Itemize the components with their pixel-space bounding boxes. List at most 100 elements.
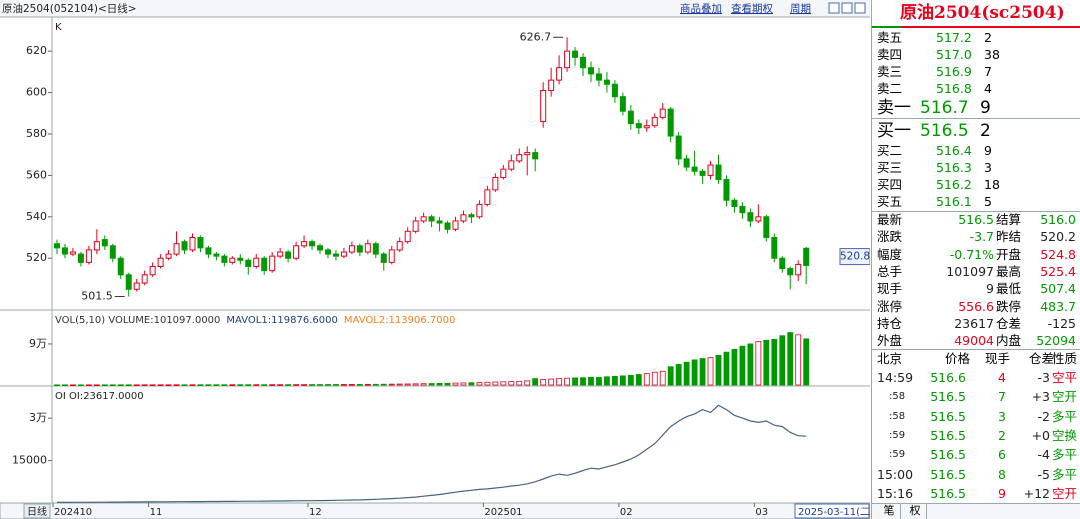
volume-bar — [253, 384, 260, 386]
icon[interactable] — [854, 2, 866, 14]
stat-label: 持仓 — [877, 315, 903, 331]
tick-cell: 多平 — [1052, 466, 1078, 482]
book-label: 卖一 — [877, 98, 911, 118]
volume-bar — [803, 338, 810, 386]
menu-link[interactable]: 周期 — [790, 3, 811, 15]
volume-bar — [237, 384, 244, 386]
tick-cell: 516.5 — [930, 389, 966, 405]
tick-cell: 7 — [998, 389, 1006, 405]
book-price: 517.0 — [936, 47, 972, 62]
menu-link[interactable]: 商品叠加 — [680, 2, 722, 15]
volume-bar — [755, 341, 762, 386]
volume-bar — [181, 384, 188, 386]
volume-bar — [508, 381, 515, 386]
candle-body — [157, 257, 164, 268]
candle-body — [372, 243, 379, 255]
volume-bar — [333, 384, 339, 386]
volume-bar — [699, 358, 706, 386]
candle-body — [572, 50, 579, 58]
tick-cell: +3 — [1031, 389, 1050, 405]
tab[interactable]: 笔 — [878, 503, 901, 519]
tab-bar — [872, 503, 1080, 519]
date-box — [794, 503, 870, 519]
volume-bar — [54, 384, 60, 387]
book-label: 买一 — [877, 121, 911, 141]
volume-bar — [173, 384, 180, 386]
candle-body — [77, 253, 84, 263]
volume-bar — [635, 374, 642, 386]
volume-bar — [588, 376, 594, 386]
volume-bar — [404, 383, 411, 386]
candle-body — [317, 245, 324, 251]
volume-bar — [604, 376, 610, 386]
tab[interactable]: 权 — [904, 503, 927, 519]
price-annotation: 501.5 — [81, 290, 113, 303]
x-tick-label: 202410 — [54, 507, 92, 518]
toolbar-icons[interactable] — [828, 2, 866, 14]
candle-body — [444, 222, 451, 230]
tick-cell: 516.5 — [930, 447, 966, 463]
divider — [872, 211, 1080, 212]
tick-cell: 516.5 — [930, 485, 966, 501]
tick-cell: -2 — [1037, 408, 1050, 424]
candle-body — [763, 216, 770, 239]
volume-bar — [317, 384, 323, 386]
book-label: 买四 — [877, 177, 903, 192]
panel-title: K — [55, 22, 62, 33]
quote-title: 原油2504(sc2504) — [900, 3, 1065, 23]
tick-cell: 4 — [998, 370, 1006, 385]
tick-cell: 15:00 — [877, 466, 914, 482]
volume-bar — [771, 338, 778, 386]
volume-bar — [564, 377, 570, 386]
candle-body — [149, 266, 156, 276]
y-tick-label: 520 — [26, 251, 47, 264]
tick-cell: 空平 — [1052, 370, 1078, 385]
candle-body — [595, 73, 602, 81]
stat-label: 跌停 — [996, 298, 1022, 314]
candle-body — [667, 108, 674, 137]
menu-link[interactable]: 查看期权 — [731, 2, 773, 15]
candle-body — [532, 152, 539, 160]
candle-body — [731, 199, 738, 207]
stat-value: 49004 — [954, 333, 994, 349]
stat-value: 525.4 — [1040, 263, 1076, 279]
candle-body — [388, 249, 395, 263]
tick-cell: :59 — [889, 449, 906, 461]
stat-value: 524.8 — [1040, 246, 1076, 262]
candle-body — [524, 152, 531, 156]
book-label: 卖三 — [877, 64, 903, 79]
stat-label: 昨结 — [996, 229, 1022, 245]
candle-body — [699, 170, 706, 176]
x-axis-bar — [0, 502, 870, 519]
candle-body — [635, 123, 642, 129]
icon[interactable] — [841, 2, 853, 14]
candle-body — [109, 245, 116, 259]
candle-body — [747, 212, 754, 222]
panel-title: VOL(5,10) VOLUME:101097.0000 MAVOL1:11987… — [55, 315, 455, 326]
panel-title-part: MAVOL1:119876.6000 — [226, 315, 337, 326]
volume-bar — [444, 382, 451, 386]
period-label: 日线 — [27, 505, 47, 518]
stat-label: 涨停 — [877, 298, 903, 314]
volume-bar — [197, 384, 204, 386]
y-tick-label: 3万 — [29, 411, 47, 424]
volume-bar — [189, 384, 196, 386]
book-volume: 38 — [984, 47, 1000, 62]
stat-label: 最新 — [877, 212, 903, 227]
volume-bar — [301, 384, 307, 386]
candle-body — [587, 67, 594, 75]
stat-value: -3.7 — [969, 229, 994, 245]
volume-bar — [364, 383, 371, 386]
candle-body — [691, 166, 698, 172]
tick-cell: +0 — [1031, 427, 1050, 443]
icon[interactable] — [828, 2, 840, 14]
stat-value: 516.5 — [958, 212, 994, 227]
tick-cell: 多平 — [1052, 408, 1078, 424]
price-annotation: 626.7 — [520, 30, 552, 43]
candle-body — [213, 253, 220, 257]
book-volume: 2 — [980, 121, 991, 141]
volume-bar — [125, 384, 132, 386]
candle-body — [85, 249, 92, 263]
panel-title: OI OI:23617.0000 — [55, 391, 144, 402]
volume-bar — [572, 377, 578, 386]
